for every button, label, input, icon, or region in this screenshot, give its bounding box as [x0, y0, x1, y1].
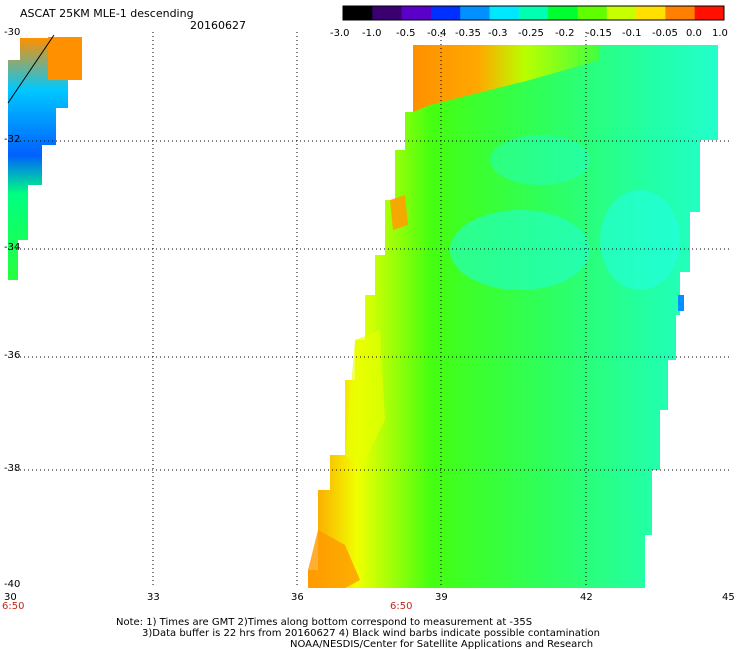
colorbar-cell	[606, 6, 637, 20]
colorbar-label: -0.35	[455, 28, 481, 39]
colorbar-label: -0.25	[518, 28, 544, 39]
colorbar-cell	[343, 6, 373, 20]
colorbar-label: -1.0	[362, 28, 382, 39]
colorbar-cell	[577, 6, 608, 20]
swath-main	[308, 45, 718, 588]
colorbar-cell	[489, 6, 520, 20]
swath-top-region	[413, 45, 600, 112]
lon-label: 39	[435, 592, 448, 603]
time-label: 6:50	[390, 601, 413, 612]
cyan-patch	[600, 190, 680, 290]
colorbar-cell	[636, 6, 666, 20]
cyan-patch	[450, 210, 590, 290]
orange-patch	[48, 37, 82, 80]
colorbar-label: -0.2	[555, 28, 575, 39]
colorbar-label: -0.15	[586, 28, 612, 39]
footer-note-1: Note: 1) Times are GMT 2)Times along bot…	[116, 617, 533, 628]
lon-label: 30	[4, 592, 17, 603]
colorbar-label: -3.0	[330, 28, 350, 39]
map-date: 20160627	[190, 19, 246, 32]
colorbar-label: -0.5	[396, 28, 416, 39]
lat-label: -36	[4, 350, 21, 361]
lat-label: -34	[4, 242, 21, 253]
lon-label: 45	[722, 592, 735, 603]
lon-label: 33	[147, 592, 160, 603]
lon-label: 36	[291, 592, 304, 603]
colorbar-cell	[430, 6, 461, 20]
lon-label: 42	[580, 592, 593, 603]
colorbar-cell	[372, 6, 403, 20]
colorbar-cell	[665, 6, 696, 20]
colorbar-cell	[548, 6, 578, 20]
blue-pixel	[678, 295, 684, 311]
colorbar-label: -0.4	[427, 28, 447, 39]
colorbar-cell	[694, 6, 725, 20]
footer-note-2: 3)Data buffer is 22 hrs from 20160627 4)…	[142, 628, 600, 639]
orange-bottom	[308, 530, 360, 588]
colorbar-cell	[518, 6, 549, 20]
colorbar-label: -0.05	[652, 28, 678, 39]
grid	[8, 32, 730, 588]
colorbar-cell	[401, 6, 432, 20]
lat-label: -30	[4, 27, 21, 38]
colorbar-label: -0.3	[488, 28, 508, 39]
orange-edge	[390, 195, 408, 230]
colorbar-frame	[342, 5, 725, 21]
map-title: ASCAT 25KM MLE-1 descending	[20, 7, 194, 20]
colorbar-label: -0.1	[622, 28, 642, 39]
colorbar-cell	[460, 6, 491, 20]
cyan-patch	[490, 135, 590, 185]
lat-label: -40	[4, 579, 21, 590]
lat-label: -38	[4, 463, 21, 474]
colorbar-label: 0.0	[686, 28, 702, 39]
time-label: 6:50	[2, 601, 25, 612]
colorbar-label: 1.0	[712, 28, 728, 39]
lat-label: -32	[4, 134, 21, 145]
swath-left	[8, 38, 82, 298]
wind-barb	[7, 34, 55, 104]
yellow-edge	[345, 330, 385, 470]
colorbar	[343, 6, 725, 20]
footer-note-3: NOAA/NESDIS/Center for Satellite Applica…	[290, 639, 594, 650]
